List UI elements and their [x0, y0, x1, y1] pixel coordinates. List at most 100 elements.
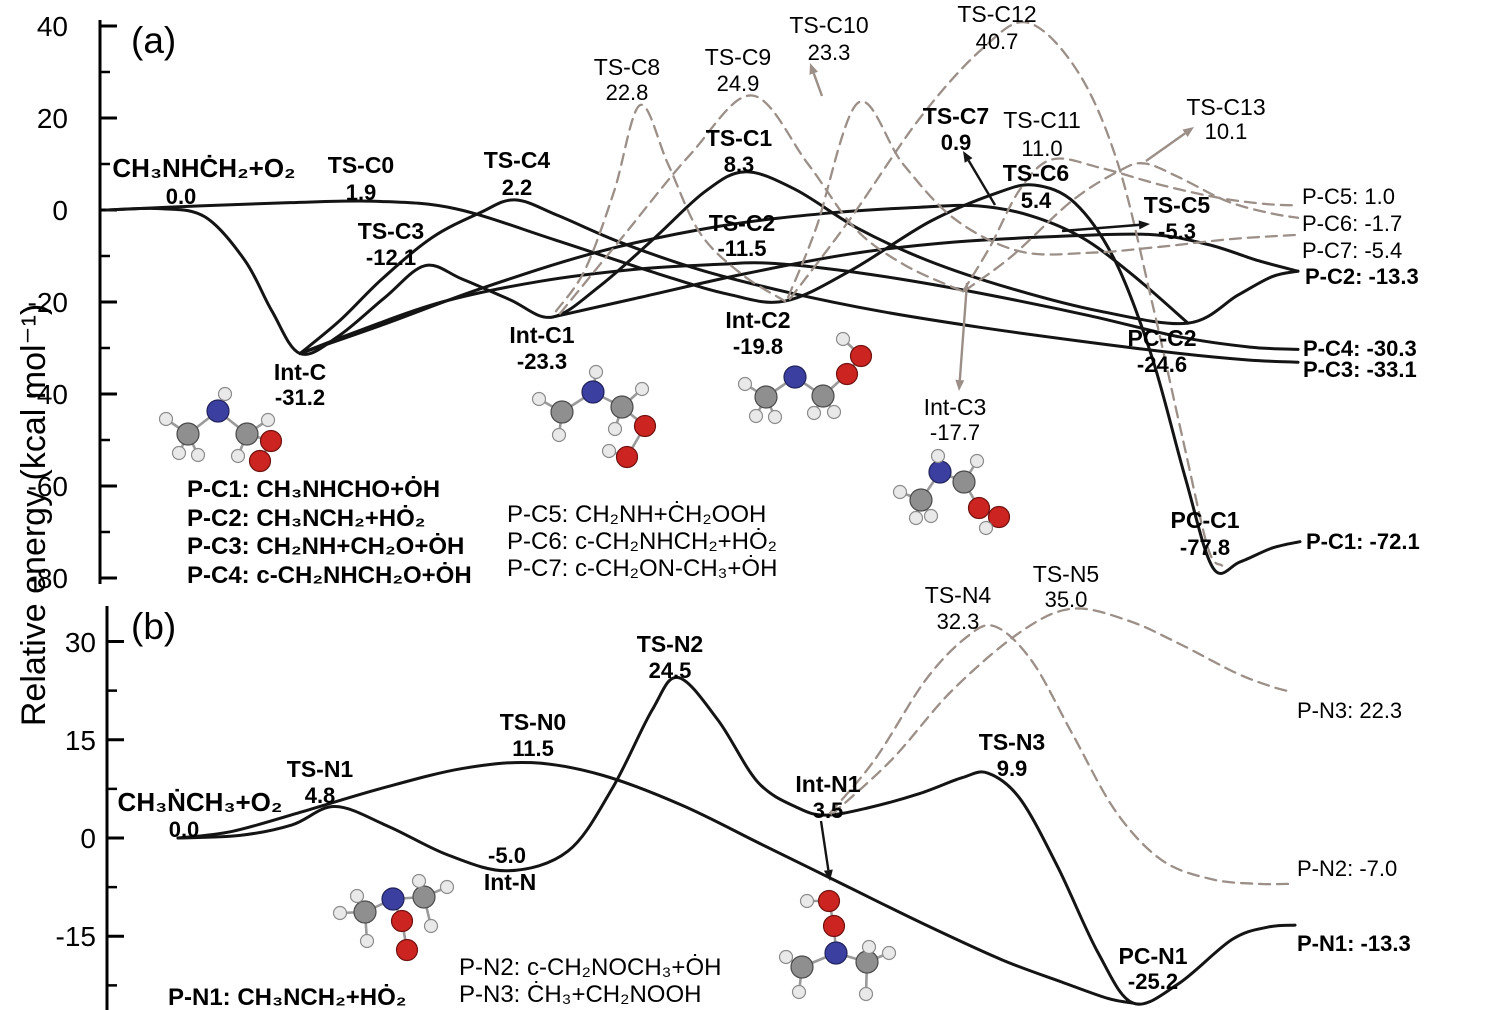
int-c3-molecule-atom-H — [923, 508, 939, 524]
station-ts-c13-value: 10.1 — [1204, 119, 1248, 144]
int-c3-molecule-atom-H — [969, 453, 985, 469]
ts-c13-arrow — [1145, 132, 1186, 162]
station-ts-n1-name: TS-N1 — [286, 756, 354, 782]
int-n1-molecule-atom-H — [858, 986, 874, 1002]
station-ts-c12-value: 40.7 — [975, 29, 1019, 54]
ts-c5-arrow — [1061, 223, 1140, 233]
tick-label-b-15: 15 — [64, 724, 96, 756]
station-int-c1-name: Int-C1 — [509, 322, 575, 348]
int-c2-molecule-atom-H — [737, 376, 753, 392]
ts-c5-arrow-head — [1138, 220, 1150, 230]
int-c-molecule-atom-H — [190, 447, 206, 463]
station-int-c3-name: Int-C3 — [923, 394, 987, 420]
int-c-molecule-atom-H — [230, 448, 246, 464]
station-ts-n2-value: 24.5 — [648, 658, 692, 683]
station-ts-c10-name: TS-C10 — [789, 12, 869, 38]
station-ts-n4-value: 32.3 — [936, 609, 980, 634]
curve-b-solid-1 — [176, 760, 1135, 1005]
int-n1-arrow-head — [823, 869, 833, 881]
station-pc-c2-value: -24.6 — [1136, 352, 1188, 377]
int-c1-molecule-atom-O — [615, 445, 639, 469]
int-c1-molecule-atom-O — [633, 414, 657, 438]
station-ts-n5-name: TS-N5 — [1032, 561, 1100, 587]
panel-letter-b: (b) — [131, 606, 177, 647]
legend-a1-item-1: P-C2: CH₃NCH₂+HȮ₂ — [187, 504, 426, 532]
station-ts-n2-name: TS-N2 — [636, 631, 704, 657]
station-ts-c8-name: TS-C8 — [593, 54, 661, 80]
int-c-molecule-atom-H — [260, 412, 276, 428]
int-n1-arrow — [819, 820, 830, 871]
legend-a1-item-0: P-C1: CH₃NHCHO+ȮH — [187, 476, 441, 503]
int-c3-molecule-atom-O — [967, 496, 991, 520]
int-c-molecule-atom-C — [176, 422, 200, 446]
station-ts-c1-value: 8.3 — [723, 152, 755, 177]
station-ts-n4-name: TS-N4 — [924, 582, 992, 608]
station-ts-n0-name: TS-N0 — [499, 709, 567, 735]
station-reactant-a-value: 0.0 — [165, 184, 197, 209]
legend-b2-item-0: P-N2: c-CH₂NOCH₃+ȮH — [459, 954, 722, 981]
legend-a2-item-0: P-C5: CH₂NH+ĊH₂OOH — [507, 501, 767, 528]
int-c3-molecule-atom-H — [930, 448, 946, 464]
station-int-n-name: Int-N — [483, 869, 537, 895]
int-n-molecule-atom-C — [353, 900, 377, 924]
int-c-molecule-atom-H — [171, 445, 187, 461]
curve-b-solid-0 — [176, 676, 1297, 1006]
int-c-molecule-atom-O — [248, 449, 272, 473]
station-ts-n5-value: 35.0 — [1044, 587, 1088, 612]
station-ts-c10-value: 23.3 — [807, 40, 851, 65]
int-n-molecule-atom-O — [390, 909, 414, 933]
int-c-molecule-atom-N — [206, 399, 230, 423]
tick-label-b-0: 0 — [80, 823, 96, 854]
station-ts-c5-value: -5.3 — [1158, 219, 1196, 244]
station-pc-c1-value: -77.8 — [1179, 535, 1231, 560]
station-ts-c13-name: TS-C13 — [1186, 94, 1266, 120]
station-ts-c11-value: 11.0 — [1021, 136, 1063, 161]
int-c3-arrow — [958, 282, 969, 381]
tick-label-a--60: -60 — [27, 471, 68, 502]
curve-a-dashed-9 — [788, 21, 1224, 567]
ts-c10-arrow-head — [809, 63, 818, 75]
product-label-p-c2: P-C2: -13.3 — [1305, 264, 1419, 289]
station-int-c2-name: Int-C2 — [725, 307, 791, 333]
product-label-p-n1: P-N1: -13.3 — [1297, 931, 1411, 956]
legend-b2-item-1: P-N3: ĊH₃+CH₂NOOH — [459, 981, 702, 1008]
station-int-n1-value: 3.5 — [812, 798, 844, 823]
station-ts-c3-value: -12.1 — [365, 245, 417, 270]
int-c3-molecule-atom-O — [987, 505, 1011, 529]
station-ts-c4-value: 2.2 — [501, 175, 533, 200]
station-ts-c11-name: TS-C11 — [1003, 107, 1081, 133]
int-c2-molecule-atom-H — [767, 409, 783, 425]
int-c2-molecule-atom-H — [806, 405, 822, 421]
int-c3-molecule-atom-H — [908, 510, 924, 526]
ts-c10-arrow — [812, 72, 824, 97]
product-label-p-c3: P-C3: -33.1 — [1303, 357, 1417, 382]
legend-b1-item-0: P-N1: CH₃NCH₂+HȮ₂ — [168, 984, 407, 1010]
int-c2-molecule-atom-H — [826, 404, 842, 420]
int-n1-molecule-atom-H — [791, 984, 807, 1000]
ts-c7-arrow — [967, 159, 997, 206]
int-c1-molecule-atom-C — [610, 395, 634, 419]
legend-a1-item-2: P-C3: CH₂NH+CH₂O+ȮH — [187, 533, 465, 560]
tick-label-a--20: -20 — [27, 287, 68, 318]
int-n-molecule-atom-O — [395, 938, 419, 962]
int-c-molecule-atom-H — [217, 386, 233, 402]
int-c3-molecule-atom-C — [909, 488, 933, 512]
station-pc-n1-value: -25.2 — [1127, 969, 1179, 994]
tick-label-a--80: -80 — [27, 563, 68, 594]
int-c-molecule-atom-H — [158, 411, 174, 427]
station-ts-c9-value: 24.9 — [716, 71, 760, 96]
station-ts-c12-name: TS-C12 — [957, 1, 1037, 27]
station-ts-c1-name: TS-C1 — [705, 125, 773, 151]
int-c3-arrow-head — [955, 379, 965, 391]
station-ts-c6-name: TS-C6 — [1002, 160, 1070, 186]
int-c1-molecule-atom-H — [551, 427, 567, 443]
station-ts-c7-name: TS-C7 — [922, 103, 990, 129]
int-c3-molecule-atom-C — [952, 470, 976, 494]
int-n-molecule-atom-H — [359, 933, 375, 949]
int-c3-molecule-atom-H — [892, 484, 908, 500]
y-axis-title: Relative energy (kcal mol⁻¹) — [15, 303, 53, 727]
station-pc-n1-name: PC-N1 — [1118, 943, 1188, 969]
ts-c13-arrow-head — [1182, 127, 1194, 138]
